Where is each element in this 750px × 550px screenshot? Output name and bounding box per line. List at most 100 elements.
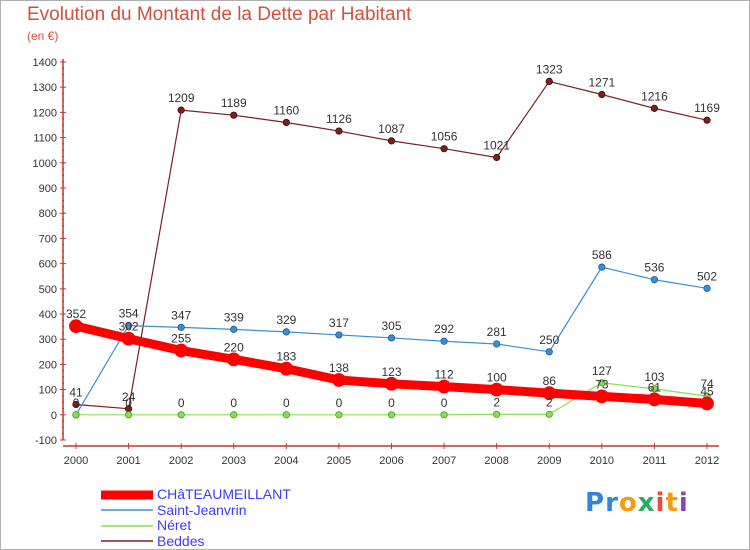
data-point bbox=[230, 325, 238, 333]
data-label: 317 bbox=[329, 316, 349, 330]
data-point bbox=[177, 411, 185, 419]
data-label: 292 bbox=[434, 322, 454, 336]
data-label: 24 bbox=[122, 390, 136, 404]
data-label: 305 bbox=[381, 319, 401, 333]
data-label: 2 bbox=[546, 395, 553, 409]
data-label: 1087 bbox=[378, 122, 405, 136]
data-label: 220 bbox=[224, 340, 244, 354]
data-point bbox=[230, 111, 238, 119]
legend: CHâTEAUMEILLANT Saint-Jeanvrin Néret Bed… bbox=[101, 487, 291, 549]
y-tick-label: 0 bbox=[51, 410, 57, 422]
data-point bbox=[489, 382, 504, 397]
data-label: 103 bbox=[644, 370, 664, 384]
data-point bbox=[647, 392, 662, 407]
data-label: 0 bbox=[336, 396, 343, 410]
y-tick-label: 500 bbox=[39, 284, 57, 296]
y-tick-label: -100 bbox=[35, 435, 57, 447]
data-point bbox=[282, 118, 290, 127]
data-label: 352 bbox=[66, 307, 86, 321]
x-tick-label: 2012 bbox=[695, 455, 719, 467]
data-point bbox=[335, 411, 343, 419]
data-label: 41 bbox=[69, 385, 83, 399]
data-label: 0 bbox=[73, 396, 80, 410]
data-point bbox=[72, 411, 80, 419]
data-point bbox=[703, 284, 711, 292]
x-tick-label: 2011 bbox=[643, 455, 667, 467]
data-point bbox=[335, 331, 343, 339]
legend-item: Néret bbox=[101, 518, 291, 534]
legend-label: Saint-Jeanvrin bbox=[157, 501, 247, 518]
y-tick-label: 300 bbox=[39, 334, 57, 346]
data-point bbox=[542, 386, 557, 401]
data-point bbox=[703, 116, 711, 124]
x-tick-label: 2004 bbox=[274, 455, 298, 467]
x-tick-label: 2001 bbox=[116, 455, 140, 467]
logo-letter: x bbox=[637, 488, 656, 518]
data-label: 0 bbox=[388, 396, 395, 410]
data-point bbox=[282, 328, 290, 336]
data-label: 281 bbox=[487, 325, 507, 339]
data-point bbox=[282, 411, 290, 419]
data-label: 86 bbox=[543, 374, 557, 388]
y-tick-label: 400 bbox=[39, 309, 57, 321]
data-point bbox=[650, 276, 659, 284]
data-point bbox=[124, 411, 133, 419]
logo-letter: i bbox=[678, 488, 689, 518]
legend-item: Beddes bbox=[101, 532, 291, 550]
data-label: 250 bbox=[539, 333, 559, 347]
data-label: 1056 bbox=[431, 130, 458, 144]
data-point bbox=[493, 153, 501, 162]
data-label: 536 bbox=[644, 261, 664, 275]
chart-unit: (en €) bbox=[27, 29, 59, 43]
logo-letter: t bbox=[665, 488, 679, 518]
y-tick-label: 1200 bbox=[33, 107, 57, 119]
data-label: 183 bbox=[276, 350, 296, 364]
data-label: 1169 bbox=[694, 101, 720, 115]
data-label: 123 bbox=[381, 365, 401, 379]
y-tick-label: 1000 bbox=[33, 158, 57, 170]
proxiti-logo: Proxiti bbox=[585, 488, 689, 518]
data-label: 1126 bbox=[326, 112, 352, 126]
data-point bbox=[545, 410, 553, 418]
data-point bbox=[174, 343, 189, 358]
data-label: 586 bbox=[592, 248, 612, 262]
data-point bbox=[279, 361, 294, 376]
data-point bbox=[598, 263, 606, 271]
legend-label: CHâTEAUMEILLANT bbox=[157, 486, 291, 503]
legend-label: Beddes bbox=[157, 532, 205, 549]
data-label: 127 bbox=[592, 364, 612, 378]
y-tick-label: 200 bbox=[39, 359, 57, 371]
data-label: 0 bbox=[125, 396, 132, 410]
data-point bbox=[72, 400, 80, 409]
data-label: 0 bbox=[178, 396, 185, 410]
data-label: 45 bbox=[700, 384, 714, 398]
logo-letter: P bbox=[585, 488, 606, 518]
data-point bbox=[387, 137, 396, 145]
data-point bbox=[493, 410, 501, 418]
data-point bbox=[387, 411, 396, 419]
data-point bbox=[650, 104, 659, 112]
data-point bbox=[440, 337, 448, 345]
data-label: 138 bbox=[329, 361, 349, 375]
data-point bbox=[598, 90, 606, 99]
y-tick-label: 1300 bbox=[33, 82, 57, 94]
data-label: 0 bbox=[230, 396, 237, 410]
data-point bbox=[387, 334, 396, 342]
x-tick-label: 2002 bbox=[169, 455, 193, 467]
data-label: 1209 bbox=[168, 91, 195, 105]
data-label: 74 bbox=[700, 377, 714, 391]
y-tick-label: 700 bbox=[39, 233, 57, 245]
data-point bbox=[700, 396, 714, 411]
data-label: 1271 bbox=[588, 76, 615, 90]
data-label: 502 bbox=[697, 269, 717, 283]
x-tick-label: 2003 bbox=[222, 455, 246, 467]
data-point bbox=[594, 389, 609, 404]
data-label: 339 bbox=[224, 310, 244, 324]
x-tick-label: 2010 bbox=[590, 455, 614, 467]
data-label: 1323 bbox=[536, 62, 563, 76]
data-point bbox=[69, 319, 83, 333]
data-label: 1021 bbox=[483, 139, 510, 153]
y-tick-label: 1100 bbox=[33, 133, 57, 145]
y-tick-label: 1400 bbox=[33, 57, 57, 69]
data-point bbox=[335, 127, 343, 135]
